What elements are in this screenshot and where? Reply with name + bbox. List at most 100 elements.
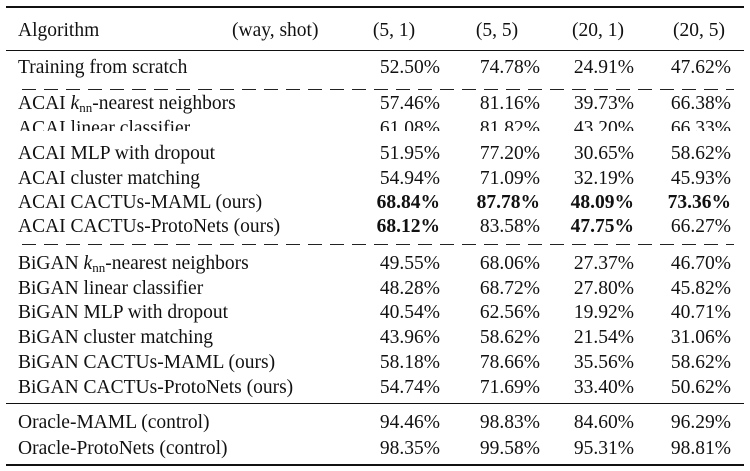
value-cell: 48.09% (570, 192, 634, 213)
header-col-5-1: (5, 1) (372, 20, 416, 41)
value-cell: 66.33% (670, 118, 731, 131)
value-cell: 47.75% (570, 216, 634, 237)
dashed-separator-acai (22, 89, 734, 91)
value-cell: 95.31% (573, 438, 634, 459)
table-row: BiGAN CACTUs-MAML (ours) 58.18% 78.66% 35.5… (0, 350, 750, 375)
value-cell: 61.08% (379, 118, 440, 131)
value-cell: 33.40% (573, 377, 634, 398)
value-cell: 30.65% (573, 143, 634, 164)
row-label: ACAI knn-nearest neighbors (18, 91, 236, 120)
value-cell: 66.27% (670, 216, 731, 237)
value-cell: 51.95% (379, 143, 440, 164)
row-label-suffix: -nearest neighbors (105, 253, 249, 274)
table-row: Oracle-ProtoNets (control) 98.35% 99.58% 95… (0, 436, 750, 461)
value-cell: 68.84% (376, 192, 440, 213)
header-col-20-5: (20, 5) (673, 20, 725, 41)
value-cell: 46.70% (670, 253, 731, 274)
table-row: BiGAN cluster matching 43.96% 58.62% 21.54%… (0, 325, 750, 350)
row-label: ACAI MLP with dropout (18, 143, 215, 164)
value-cell: 98.81% (670, 438, 731, 459)
dashed-separator-bigan (22, 244, 734, 246)
table-row: BiGAN linear classifier 48.28% 68.72% 27.80… (0, 276, 750, 301)
value-cell: 50.62% (670, 377, 731, 398)
table-row: ACAI MLP with dropout 51.95% 77.20% 30.65% 5… (0, 141, 750, 166)
value-cell: 57.46% (379, 93, 440, 114)
value-cell: 58.62% (670, 352, 731, 373)
value-cell: 40.54% (379, 302, 440, 323)
row-label: BiGAN CACTUs-ProtoNets (ours) (18, 377, 294, 398)
value-cell: 32.19% (573, 168, 634, 189)
value-cell: 27.80% (573, 278, 634, 299)
table-row: ACAI linear classifier 61.08% 81.82% 43.20%… (0, 116, 750, 141)
header-row: Algorithm (way, shot) (5, 1) (5, 5) (20,… (0, 18, 750, 43)
value-cell: 74.78% (479, 57, 540, 78)
value-cell: 98.35% (379, 438, 440, 459)
row-label: BiGAN knn-nearest neighbors (18, 251, 249, 280)
table-row: ACAI CACTUs-MAML (ours) 68.84% 87.78% 48.09… (0, 190, 750, 215)
row-label: BiGAN CACTUs-MAML (ours) (18, 352, 276, 373)
row-label: BiGAN MLP with dropout (18, 302, 228, 323)
value-cell: 66.38% (670, 93, 731, 114)
value-cell: 87.78% (476, 192, 540, 213)
value-cell: 68.12% (376, 216, 440, 237)
value-cell: 47.62% (670, 57, 731, 78)
row-label: ACAI CACTUs-MAML (ours) (18, 192, 263, 213)
oracle-rule (6, 403, 744, 404)
row-label-suffix: -nearest neighbors (92, 93, 236, 114)
header-col-20-1: (20, 1) (572, 20, 624, 41)
value-cell: 27.37% (573, 253, 634, 274)
value-cell: 40.71% (670, 302, 731, 323)
value-cell: 96.29% (670, 412, 731, 433)
row-label: BiGAN cluster matching (18, 327, 213, 348)
knn-subscript: nn (79, 100, 93, 115)
row-label: Oracle-MAML (control) (18, 412, 210, 433)
header-rule (6, 50, 744, 51)
value-cell: 43.20% (573, 118, 634, 131)
value-cell: 58.62% (479, 327, 540, 348)
value-cell: 43.96% (379, 327, 440, 348)
value-cell: 49.55% (379, 253, 440, 274)
value-cell: 39.73% (573, 93, 634, 114)
row-label: ACAI cluster matching (18, 168, 200, 189)
row-label-prefix: BiGAN (18, 253, 84, 274)
row-label: BiGAN linear classifier (18, 278, 204, 299)
value-cell: 31.06% (670, 327, 731, 348)
value-cell: 21.54% (573, 327, 634, 348)
value-cell: 71.09% (479, 168, 540, 189)
value-cell: 52.50% (379, 57, 440, 78)
table-row: ACAI cluster matching 54.94% 71.09% 32.19% 4… (0, 166, 750, 191)
value-cell: 68.72% (479, 278, 540, 299)
value-cell: 84.60% (573, 412, 634, 433)
value-cell: 24.91% (573, 57, 634, 78)
value-cell: 68.06% (479, 253, 540, 274)
value-cell: 58.62% (670, 143, 731, 164)
table-row: Oracle-MAML (control) 94.46% 98.83% 84.60% 9… (0, 410, 750, 435)
bottom-rule (6, 464, 744, 466)
table-row: BiGAN CACTUs-ProtoNets (ours) 54.74% 71.69… (0, 375, 750, 400)
knn-k-symbol: k (83, 253, 93, 274)
value-cell: 71.69% (479, 377, 540, 398)
value-cell: 45.82% (670, 278, 731, 299)
table-row: BiGAN MLP with dropout 40.54% 62.56% 19.92%… (0, 300, 750, 325)
header-way-shot: (way, shot) (232, 20, 319, 41)
table-row: ACAI knn-nearest neighbors 57.46% 81.16% 39… (0, 91, 750, 116)
knn-k-symbol: k (70, 93, 80, 114)
value-cell: 83.58% (479, 216, 540, 237)
top-rule (6, 6, 744, 8)
value-cell: 58.18% (379, 352, 440, 373)
value-cell: 54.74% (379, 377, 440, 398)
table-row: Training from scratch 52.50% 74.78% 24.91% 4… (0, 55, 750, 80)
row-label-prefix: ACAI (18, 93, 71, 114)
value-cell: 19.92% (573, 302, 634, 323)
value-cell: 77.20% (479, 143, 540, 164)
value-cell: 62.56% (479, 302, 540, 323)
value-cell: 48.28% (379, 278, 440, 299)
knn-subscript: nn (92, 260, 106, 275)
table-row: BiGAN knn-nearest neighbors 49.55% 68.06% 2… (0, 251, 750, 276)
value-cell: 45.93% (670, 168, 731, 189)
header-col-5-5: (5, 5) (475, 20, 519, 41)
value-cell: 78.66% (479, 352, 540, 373)
header-algorithm: Algorithm (18, 20, 100, 41)
table-row: ACAI CACTUs-ProtoNets (ours) 68.12% 83.58%… (0, 214, 750, 239)
